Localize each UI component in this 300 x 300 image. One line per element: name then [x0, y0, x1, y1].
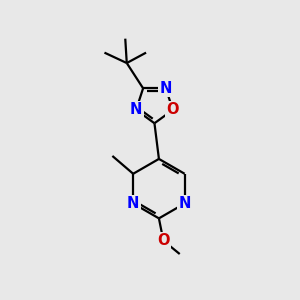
- Text: O: O: [167, 102, 179, 117]
- Text: N: N: [160, 81, 172, 96]
- Text: N: N: [130, 102, 142, 117]
- Text: N: N: [178, 196, 191, 211]
- Text: N: N: [127, 196, 140, 211]
- Text: O: O: [157, 233, 170, 248]
